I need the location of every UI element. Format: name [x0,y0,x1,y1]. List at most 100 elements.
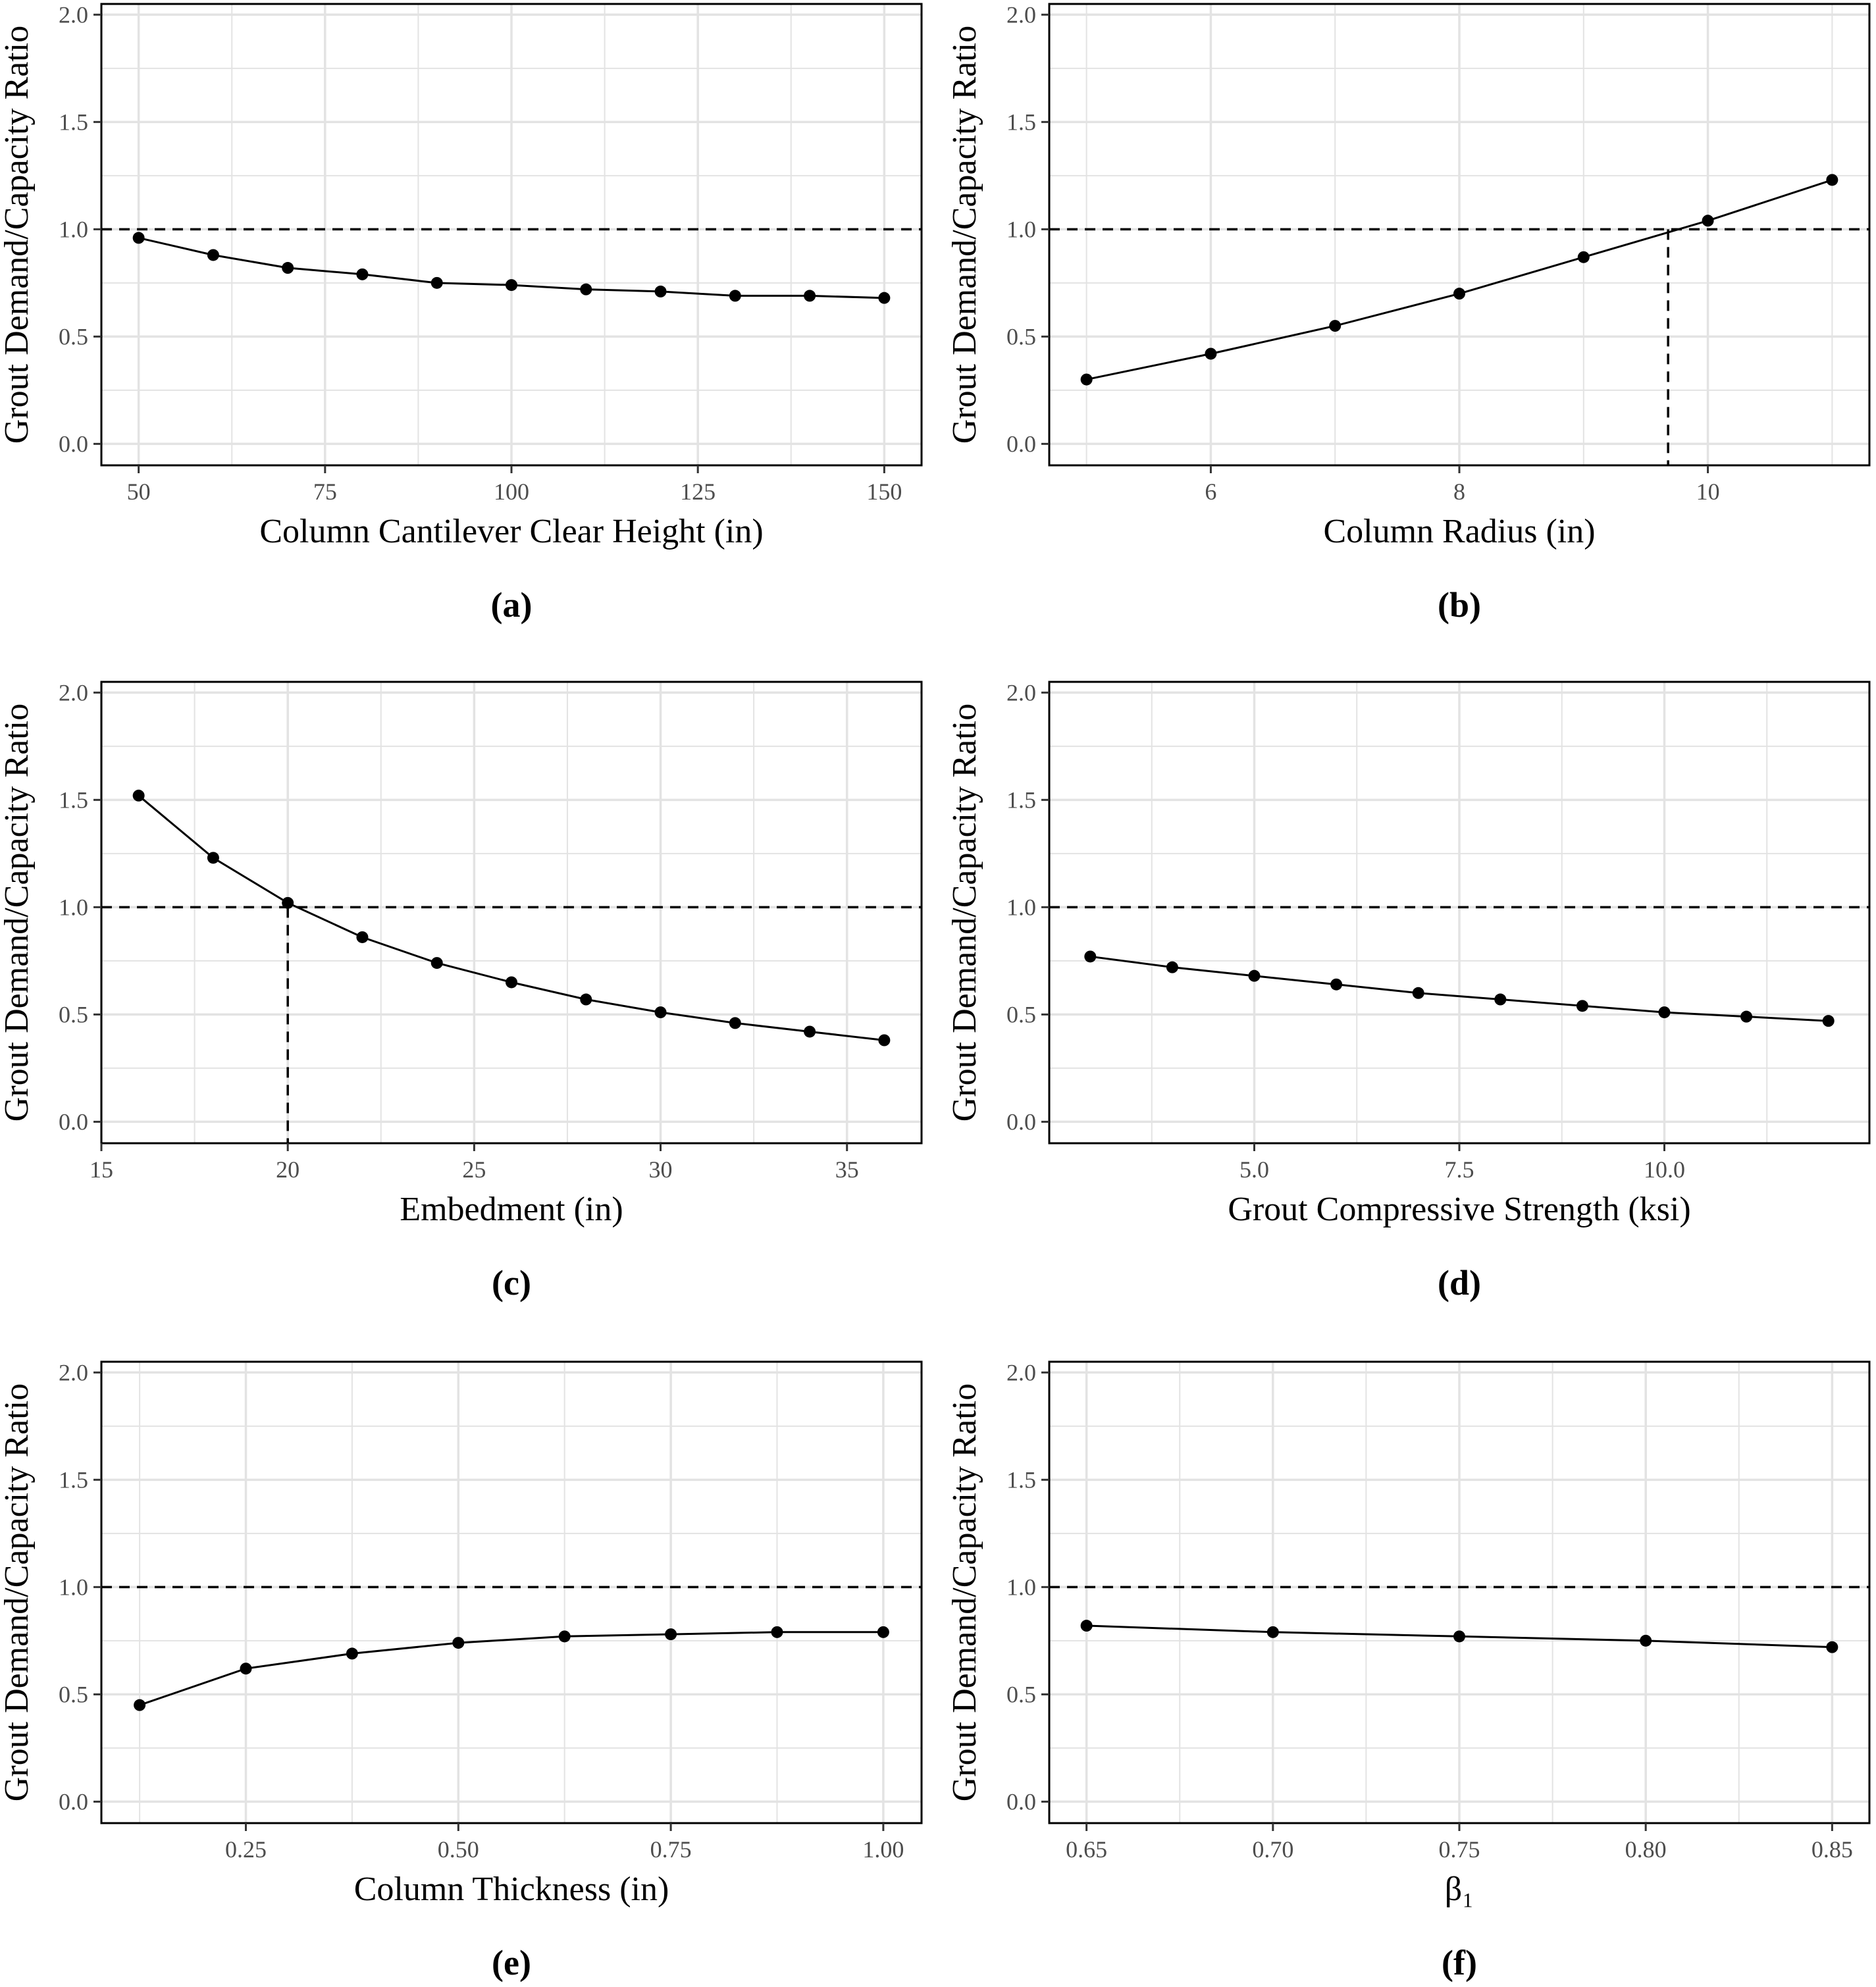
y-tick-label: 0.5 [1006,323,1036,349]
data-point [558,1630,571,1643]
data-point [729,1017,741,1029]
y-tick-label: 0.5 [59,323,88,349]
x-tick-label: 20 [276,1156,300,1183]
x-tick-label: 10.0 [1644,1156,1685,1183]
data-point [1702,215,1714,227]
data-point [506,976,517,989]
x-axis-title: Column Cantilever Clear Height (in) [259,513,763,550]
panel-label: (f) [1442,1943,1477,1982]
data-point [1084,950,1097,963]
x-tick-label: 0.75 [1439,1836,1480,1863]
data-point [1576,1000,1588,1012]
plot-frame [100,681,923,1145]
y-tick-label: 0.5 [1006,1001,1036,1027]
series-line [1090,955,1829,1022]
data-point [207,852,219,864]
y-axis-title: Grout Demand/Capacity Ratio [0,704,36,1122]
data-point [346,1647,358,1660]
data-point [1248,969,1261,982]
x-tick-label: 10 [1696,478,1720,505]
data-point [654,285,667,297]
panel-c: 15 20 25 30 35 0.0 0.5 1.0 1.5 2.0 Embedment (in) G… [0,679,923,1303]
data-point [654,1006,667,1019]
x-tick-label: 15 [90,1156,113,1183]
y-axis-title: Grout Demand/Capacity Ratio [0,1383,36,1801]
y-tick-label: 2.0 [59,679,88,706]
panel-label: (b) [1438,585,1481,625]
x-tick-label: 150 [866,478,902,505]
data-point [1453,1630,1465,1643]
x-tick-label: 25 [462,1156,486,1183]
x-tick-label: 0.70 [1252,1836,1293,1863]
y-tick-label: 1.0 [59,894,88,920]
panel-a: 50 75 100 125 150 0.0 0.5 1.0 1.5 2.0 Column Canti… [0,1,923,625]
y-tick-label: 0.0 [1006,1108,1036,1135]
data-point [804,290,816,302]
gridlines [101,1362,922,1823]
data-point [282,896,294,909]
y-tick-label: 1.5 [59,109,88,135]
data-point [1453,288,1465,300]
data-point [134,1699,146,1711]
x-tick-label: 7.5 [1445,1156,1474,1183]
data-point [580,993,592,1006]
y-tick-label: 1.0 [59,1574,88,1600]
x-tick-label: 0.50 [438,1836,479,1863]
data-point [452,1637,465,1649]
data-point [1205,348,1217,360]
y-tick-label: 2.0 [59,1359,88,1385]
x-tick-label: 0.85 [1811,1836,1853,1863]
data-point [877,1626,889,1638]
y-tick-label: 0.5 [59,1001,88,1027]
y-tick-label: 2.0 [1006,1,1036,28]
panel-f: 0.65 0.70 0.75 0.80 0.85 0.0 0.5 1.0 1.5 2.0 β₁ Gro… [946,1359,1871,1982]
y-tick-label: 1.5 [1006,109,1036,135]
data-point [1740,1010,1753,1023]
data-point [1822,1015,1835,1027]
data-point [1329,320,1342,332]
y-tick-label: 0.0 [59,1108,88,1135]
data-point [282,262,294,274]
x-tick-label: 5.0 [1239,1156,1269,1183]
gridlines [1049,4,1869,465]
y-tick-label: 0.0 [1006,1788,1036,1815]
x-axis-title: Embedment (in) [400,1191,623,1228]
data-point [878,292,891,304]
x-tick-label: 125 [680,478,716,505]
y-tick-label: 1.0 [1006,894,1036,920]
data-point [878,1034,891,1046]
data-point [729,290,741,302]
data-point [1266,1626,1279,1638]
x-tick-label: 0.75 [650,1836,692,1863]
data-point [207,249,219,261]
y-tick-label: 1.5 [59,1466,88,1493]
data-point [804,1025,816,1038]
panel-e: 0.25 0.50 0.75 1.00 0.0 0.5 1.0 1.5 2.0 Column Th… [0,1359,923,1982]
series-line [139,1631,883,1707]
y-tick-label: 0.5 [59,1681,88,1707]
data-point [1080,1620,1093,1632]
data-point [1080,373,1093,386]
y-axis-title: Grout Demand/Capacity Ratio [0,26,36,444]
y-tick-label: 0.5 [1006,1681,1036,1707]
y-tick-label: 1.5 [1006,1466,1036,1493]
y-tick-label: 2.0 [1006,679,1036,706]
data-point [580,283,592,296]
y-tick-label: 1.0 [1006,216,1036,242]
y-tick-label: 0.0 [59,430,88,457]
gridlines [101,4,922,465]
x-axis-title: Grout Compressive Strength (ksi) [1228,1191,1690,1228]
y-tick-label: 2.0 [59,1,88,28]
data-point [1640,1634,1652,1647]
panel-b: 6 8 10 0.0 0.5 1.0 1.5 2.0 Column Radius (in) Gro… [946,1,1871,625]
data-point [1330,978,1343,991]
gridlines [100,682,922,1143]
data-point [771,1626,783,1638]
panel-label: (c) [492,1263,531,1303]
y-axis-title: Grout Demand/Capacity Ratio [946,26,983,444]
data-point [240,1663,252,1675]
data-point [1494,993,1507,1006]
panel-d: 5.0 7.5 10.0 0.0 0.5 1.0 1.5 2.0 Grout Compressi… [946,679,1871,1303]
y-axis-title: Grout Demand/Capacity Ratio [946,704,983,1122]
x-tick-label: 50 [127,478,151,505]
